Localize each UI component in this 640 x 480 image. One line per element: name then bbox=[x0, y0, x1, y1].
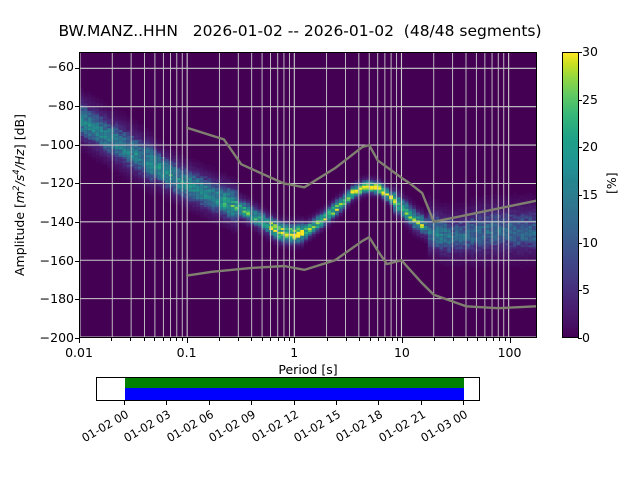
x-tick-mark bbox=[270, 338, 272, 341]
colorbar-tick-mark bbox=[578, 242, 582, 244]
coverage-tick-mark bbox=[208, 401, 210, 405]
colorbar-tick-mark bbox=[578, 147, 582, 149]
y-tick-mark bbox=[75, 106, 79, 108]
x-tick-mark bbox=[162, 338, 164, 341]
ppsd-plot-canvas bbox=[80, 53, 536, 337]
y-tick-label: −80 bbox=[47, 98, 74, 114]
colorbar-tick-label: 10 bbox=[582, 234, 598, 250]
x-tick-mark bbox=[391, 338, 393, 341]
x-tick-mark bbox=[326, 338, 328, 341]
coverage-tick-mark bbox=[251, 401, 253, 405]
coverage-bar-blue bbox=[125, 388, 464, 400]
colorbar-tick-label: 5 bbox=[582, 282, 590, 298]
colorbar-tick-mark bbox=[578, 195, 582, 196]
ppsd-axes bbox=[79, 52, 537, 338]
y-tick-mark bbox=[75, 299, 79, 301]
density-histogram-layer bbox=[80, 87, 536, 269]
x-tick-mark bbox=[154, 338, 156, 341]
y-tick-mark bbox=[75, 183, 79, 185]
x-tick-mark bbox=[359, 338, 361, 341]
x-tick-mark bbox=[111, 338, 113, 341]
x-tick-mark bbox=[251, 338, 253, 341]
x-tick-label: 100 bbox=[497, 345, 522, 360]
y-tick-mark bbox=[75, 222, 79, 224]
y-tick-mark bbox=[75, 144, 79, 146]
colorbar-tick-label: 0 bbox=[582, 330, 590, 345]
x-tick-mark bbox=[130, 338, 132, 341]
page-title: BW.MANZ..HHN 2026-01-02 -- 2026-01-02 (4… bbox=[58, 22, 542, 40]
coverage-tick-mark bbox=[124, 401, 125, 405]
x-tick-mark bbox=[170, 338, 171, 341]
coverage-tick-mark bbox=[335, 401, 337, 405]
coverage-tick-mark bbox=[420, 401, 422, 405]
x-tick-mark bbox=[238, 338, 239, 341]
x-tick-mark bbox=[345, 338, 347, 341]
x-tick-mark bbox=[181, 338, 183, 341]
coverage-bar-green bbox=[125, 378, 464, 388]
coverage-tick-mark bbox=[378, 401, 380, 405]
y-tick-mark bbox=[75, 67, 79, 69]
x-tick-mark bbox=[378, 338, 379, 341]
x-tick-mark bbox=[219, 338, 220, 341]
x-tick-mark bbox=[283, 338, 285, 341]
colorbar bbox=[562, 52, 579, 338]
colorbar-tick-mark bbox=[578, 99, 582, 101]
x-tick-label: 0.1 bbox=[176, 345, 197, 360]
y-tick-mark bbox=[75, 338, 79, 339]
x-tick-mark bbox=[477, 338, 479, 341]
y-tick-label: −180 bbox=[39, 291, 74, 307]
x-tick-mark bbox=[369, 338, 371, 341]
y-tick-label: −60 bbox=[47, 59, 74, 75]
y-tick-label: −120 bbox=[39, 175, 74, 191]
x-tick-mark bbox=[277, 338, 279, 341]
x-tick-mark bbox=[401, 338, 403, 343]
colorbar-tick-label: 25 bbox=[582, 91, 598, 107]
y-tick-label: −140 bbox=[39, 214, 74, 230]
colorbar-tick-mark bbox=[578, 290, 582, 292]
x-tick-mark bbox=[294, 338, 296, 343]
colorbar-tick-label: 20 bbox=[582, 139, 598, 155]
colorbar-tick-mark bbox=[578, 338, 582, 339]
x-tick-mark bbox=[143, 338, 145, 341]
noise-model-layer bbox=[185, 126, 536, 310]
colorbar-tick-label: 30 bbox=[582, 44, 598, 59]
x-tick-mark bbox=[176, 338, 178, 341]
y-tick-label: −200 bbox=[39, 330, 74, 345]
x-tick-mark bbox=[79, 338, 80, 343]
colorbar-label: [%] bbox=[604, 172, 619, 194]
x-tick-mark bbox=[504, 338, 506, 341]
x-tick-label: 1 bbox=[290, 345, 299, 360]
coverage-timeline[interactable] bbox=[96, 377, 480, 401]
coverage-tick-mark bbox=[293, 401, 295, 405]
x-tick-label: 10 bbox=[393, 345, 410, 360]
x-tick-mark bbox=[289, 338, 291, 341]
x-tick-mark bbox=[499, 338, 501, 341]
coverage-tick-mark bbox=[166, 401, 168, 405]
x-tick-mark bbox=[397, 338, 398, 341]
x-tick-mark bbox=[509, 338, 511, 343]
x-tick-mark bbox=[385, 338, 387, 341]
colorbar-tick-mark bbox=[578, 52, 582, 53]
x-tick-mark bbox=[485, 338, 487, 341]
colorbar-tick-label: 15 bbox=[582, 187, 598, 202]
x-tick-mark bbox=[466, 338, 468, 341]
coverage-tick-mark bbox=[463, 401, 464, 405]
x-tick-label: 0.01 bbox=[65, 345, 93, 360]
x-tick-mark bbox=[186, 338, 188, 343]
x-tick-mark bbox=[434, 338, 436, 341]
grid-layer bbox=[80, 53, 536, 337]
x-axis-label: Period [s] bbox=[278, 362, 338, 377]
x-tick-mark bbox=[492, 338, 494, 341]
y-tick-label: −100 bbox=[39, 136, 74, 152]
x-tick-mark bbox=[261, 338, 263, 341]
y-tick-label: −160 bbox=[39, 252, 74, 268]
y-tick-mark bbox=[75, 260, 79, 262]
x-tick-mark bbox=[453, 338, 455, 341]
